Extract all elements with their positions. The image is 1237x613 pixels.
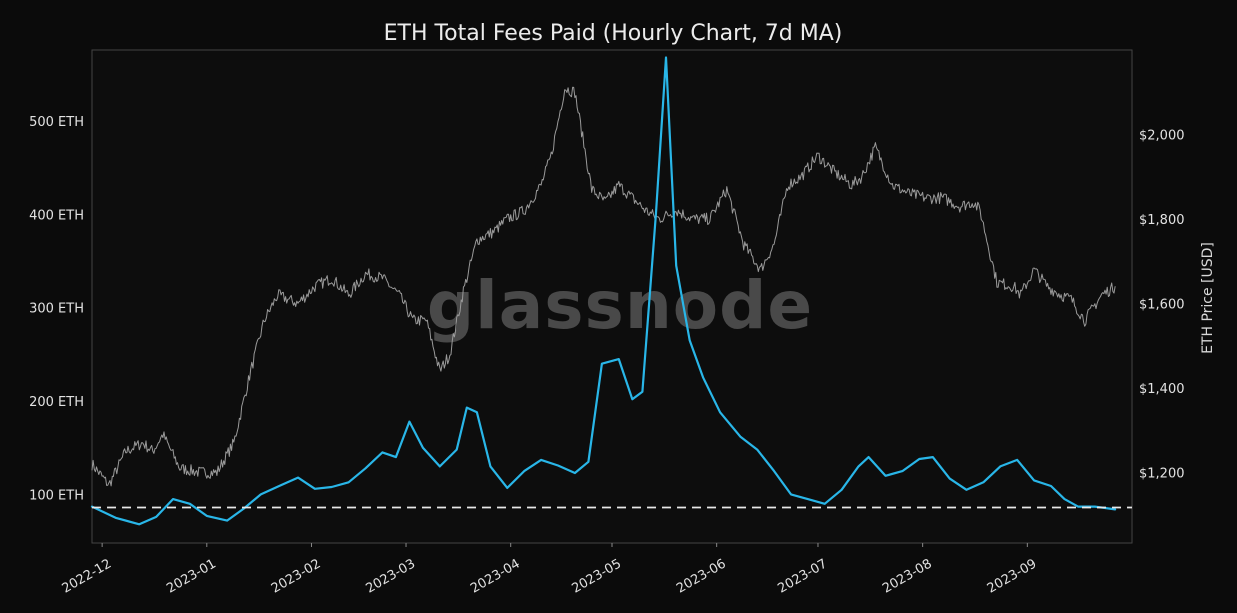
right-axis: $1,200 $1,400 $1,600 $1,800 $2,000: [1139, 128, 1185, 481]
right-tick-label: $1,200: [1139, 466, 1185, 481]
chart-title: ETH Total Fees Paid (Hourly Chart, 7d MA…: [384, 21, 843, 46]
left-tick-label: 100 ETH: [29, 488, 84, 503]
right-tick-label: $1,600: [1139, 297, 1185, 312]
plot-area: [91, 49, 1133, 544]
right-axis-title: ETH Price [USD]: [1200, 242, 1216, 354]
left-tick-label: 400 ETH: [29, 208, 84, 223]
left-tick-label: 300 ETH: [29, 302, 84, 317]
left-tick-label: 200 ETH: [29, 395, 84, 410]
watermark: glassnode: [427, 267, 813, 344]
right-tick-label: $1,400: [1139, 382, 1185, 397]
left-axis: 100 ETH 200 ETH 300 ETH 400 ETH 500 ETH: [29, 115, 84, 503]
right-tick-label: $1,800: [1139, 213, 1185, 228]
eth-price-line: [91, 86, 1116, 487]
left-tick-label: 500 ETH: [29, 115, 84, 130]
series-layer: [90, 56, 1117, 526]
right-tick-label: $2,000: [1139, 128, 1185, 143]
fees-line: [90, 56, 1117, 526]
